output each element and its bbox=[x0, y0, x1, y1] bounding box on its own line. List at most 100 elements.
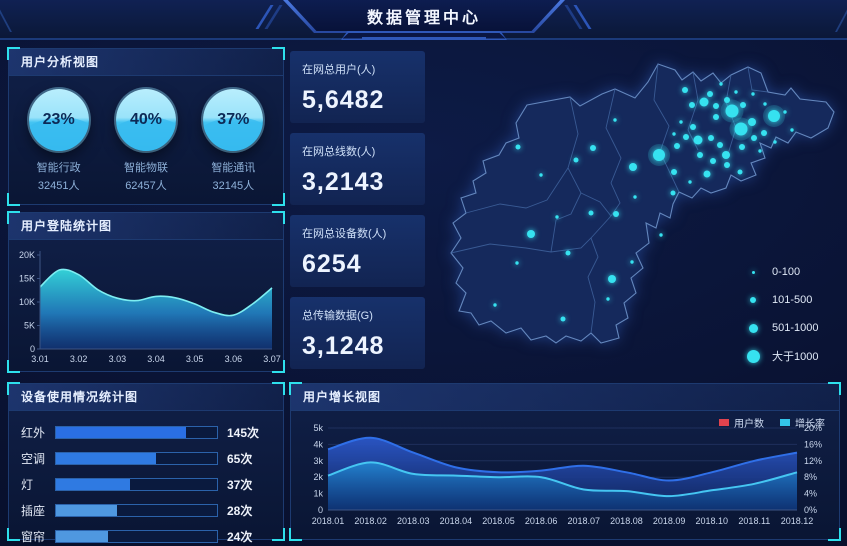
map-dot[interactable] bbox=[690, 124, 696, 130]
map-dot[interactable] bbox=[539, 173, 543, 177]
map-dot[interactable] bbox=[693, 135, 703, 145]
map-dot[interactable] bbox=[613, 211, 619, 217]
map-dot[interactable] bbox=[560, 316, 566, 322]
map-dot[interactable] bbox=[588, 210, 594, 216]
map-dot[interactable] bbox=[674, 143, 680, 149]
y-axis-tick-label: 20K bbox=[19, 250, 35, 260]
map-dot[interactable] bbox=[740, 102, 746, 108]
map-legend-item[interactable]: 0-100 bbox=[744, 258, 819, 286]
device-bar-list: 红外 145次 空调 65次灯 37次 插座 28次 窗帘 24次 bbox=[9, 411, 283, 546]
map-dot[interactable] bbox=[699, 97, 709, 107]
map-dot[interactable] bbox=[671, 169, 677, 175]
map-dot[interactable] bbox=[713, 114, 719, 120]
map-dot[interactable] bbox=[734, 122, 748, 136]
map-legend-item[interactable]: 501-1000 bbox=[744, 314, 819, 342]
map-dot[interactable] bbox=[719, 82, 723, 86]
map-dot[interactable] bbox=[710, 158, 716, 164]
map-dot[interactable] bbox=[739, 144, 745, 150]
map-dot[interactable] bbox=[790, 128, 794, 132]
legend-item[interactable]: 用户数 bbox=[719, 415, 764, 430]
header-edge-decoration bbox=[789, 2, 847, 32]
map-dot[interactable] bbox=[683, 134, 689, 140]
map-dot[interactable] bbox=[708, 135, 714, 141]
map-dot[interactable] bbox=[748, 118, 756, 126]
map-legend-label: 501-1000 bbox=[772, 322, 819, 334]
map-dot[interactable] bbox=[737, 169, 743, 175]
legend-label: 用户数 bbox=[734, 419, 764, 430]
map-dot[interactable] bbox=[689, 102, 695, 108]
bar-track[interactable] bbox=[55, 451, 218, 465]
map-dot[interactable] bbox=[758, 149, 762, 153]
login-area-chart[interactable]: 0 5K 10K 15K 20K 3.01 3.02 3.03 3.04 3.05 3.06 3.07 bbox=[10, 241, 282, 372]
map-dot[interactable] bbox=[703, 170, 711, 178]
x-axis-tick-label: 2018.03 bbox=[397, 516, 430, 526]
map-dot[interactable] bbox=[768, 110, 780, 122]
gauge-label: 智能物联 bbox=[123, 162, 168, 174]
map-dot[interactable] bbox=[515, 144, 521, 150]
map-dot[interactable] bbox=[724, 162, 730, 168]
bar-track[interactable] bbox=[55, 425, 218, 439]
x-axis-tick-label: 2018.12 bbox=[781, 516, 814, 526]
x-axis-tick-label: 2018.02 bbox=[354, 516, 387, 526]
liquid-gauge[interactable]: 40% bbox=[115, 89, 176, 151]
map-dot[interactable] bbox=[697, 152, 703, 158]
map-dot[interactable] bbox=[783, 110, 787, 114]
map-dot[interactable] bbox=[630, 260, 634, 264]
map-dot[interactable] bbox=[763, 102, 767, 106]
map-canvas[interactable] bbox=[430, 42, 847, 380]
map-dot[interactable] bbox=[725, 104, 739, 118]
map-dot[interactable] bbox=[724, 97, 730, 103]
bar-fill bbox=[56, 478, 131, 490]
title-plate: 数据管理中心 bbox=[283, 0, 565, 33]
map-dot[interactable] bbox=[606, 297, 610, 301]
map-legend-dot-icon bbox=[748, 323, 758, 333]
stat-card-label: 在网总设备数(人) bbox=[302, 228, 387, 240]
region-map[interactable]: 0-100 101-500 501-1000 大于1000 bbox=[430, 42, 847, 380]
liquid-gauge[interactable]: 23% bbox=[28, 89, 89, 151]
map-dot[interactable] bbox=[734, 90, 738, 94]
map-legend-dot-icon bbox=[746, 349, 760, 363]
map-dot[interactable] bbox=[515, 261, 519, 265]
liquid-gauge[interactable]: 37% bbox=[203, 89, 264, 151]
map-dot[interactable] bbox=[608, 275, 616, 283]
map-legend-item[interactable]: 大于1000 bbox=[744, 342, 819, 370]
map-dot[interactable] bbox=[573, 157, 579, 163]
map-dot[interactable] bbox=[722, 151, 730, 159]
legend-item[interactable]: 增长率 bbox=[780, 415, 825, 430]
map-dot[interactable] bbox=[613, 118, 617, 122]
map-dot[interactable] bbox=[527, 230, 535, 238]
map-dot[interactable] bbox=[751, 135, 757, 141]
map-legend-dot-cell bbox=[744, 297, 762, 303]
map-legend-label: 0-100 bbox=[772, 266, 801, 278]
map-dot[interactable] bbox=[633, 195, 637, 199]
map-legend-item[interactable]: 101-500 bbox=[744, 286, 819, 314]
bar-track[interactable] bbox=[55, 477, 218, 491]
header-slash-decoration bbox=[564, 5, 583, 29]
map-dot[interactable] bbox=[555, 215, 559, 219]
right-axis-tick-label: 20% bbox=[804, 423, 822, 433]
map-dot[interactable] bbox=[629, 163, 637, 171]
map-dot[interactable] bbox=[670, 190, 676, 196]
map-dot[interactable] bbox=[493, 303, 497, 307]
map-dot[interactable] bbox=[761, 130, 767, 136]
map-dot[interactable] bbox=[659, 233, 663, 237]
map-dot[interactable] bbox=[565, 250, 571, 256]
map-dot[interactable] bbox=[590, 145, 596, 151]
map-dot[interactable] bbox=[751, 92, 755, 96]
map-dot[interactable] bbox=[679, 120, 683, 124]
map-dot[interactable] bbox=[707, 91, 713, 97]
rate-area-fill bbox=[328, 462, 797, 510]
bar-track[interactable] bbox=[55, 503, 218, 517]
stat-card-value: 3,1248 bbox=[302, 332, 385, 360]
bar-track[interactable] bbox=[55, 529, 218, 543]
map-dot[interactable] bbox=[653, 149, 665, 161]
map-dot[interactable] bbox=[688, 180, 692, 184]
bar-row: 灯 37次 bbox=[21, 471, 271, 497]
stat-card: 在网总线数(人) 3,2143 bbox=[290, 133, 425, 205]
map-dot[interactable] bbox=[713, 103, 719, 109]
map-dot[interactable] bbox=[717, 142, 723, 148]
map-dot[interactable] bbox=[672, 132, 676, 136]
growth-area-chart[interactable]: 0 0% 1k 4% 2k 8% 3k 12% 4k 16% 5k 20% 2018.01 2018.02… bbox=[292, 410, 840, 539]
map-dot[interactable] bbox=[682, 87, 688, 93]
map-dot[interactable] bbox=[773, 140, 777, 144]
